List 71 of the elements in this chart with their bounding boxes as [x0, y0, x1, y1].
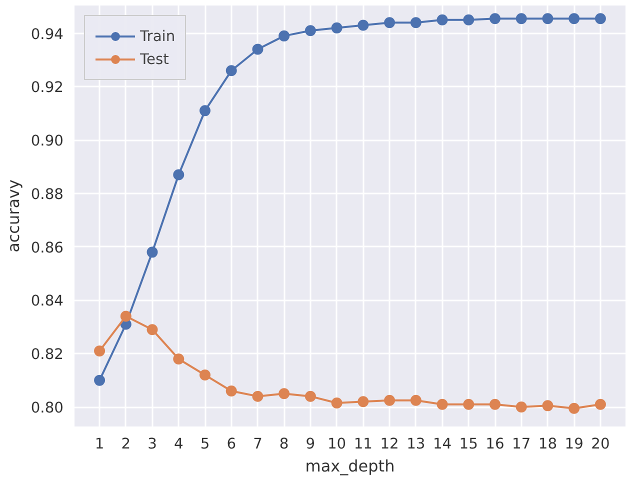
point: [490, 398, 500, 410]
point: [490, 13, 500, 24]
point: [463, 14, 474, 26]
x-tick-label: 4: [174, 436, 184, 452]
point: [542, 400, 554, 412]
x-tick-label: 19: [564, 436, 584, 452]
x-tick-label: 8: [279, 436, 289, 452]
point: [542, 13, 554, 24]
x-tick-label: 11: [354, 436, 373, 452]
y-tick-label: 0.80: [30, 400, 64, 417]
x-tick-label: 5: [200, 436, 210, 452]
point: [94, 374, 106, 386]
point: [304, 390, 316, 402]
point: [358, 20, 369, 31]
point: [384, 394, 396, 406]
x-tick-label: 18: [538, 436, 558, 452]
x-tick-label: 6: [226, 436, 236, 452]
y-tick-label: 0.92: [30, 79, 64, 96]
y-tick-label: 0.90: [30, 132, 64, 150]
y-tick-label: 0.88: [30, 186, 64, 203]
point: [226, 65, 237, 76]
x-tick-label: 1: [94, 436, 104, 452]
point: [568, 13, 580, 24]
point: [304, 25, 316, 36]
y-tick-label: 0.82: [30, 346, 64, 364]
point: [358, 396, 369, 408]
point: [410, 394, 422, 406]
y-tick-label: 0.86: [30, 239, 64, 256]
x-tick-label: 12: [380, 436, 399, 452]
x-tick-label: 16: [486, 436, 504, 452]
point: [463, 398, 474, 410]
point: [516, 13, 527, 24]
legend-label: Test: [140, 50, 169, 68]
point: [226, 386, 237, 396]
x-tick-label: 10: [327, 436, 346, 452]
y-tick-label: 0.94: [30, 26, 64, 43]
point: [278, 388, 290, 400]
legend-label: Train: [140, 28, 176, 44]
x-axis-title: max_depth: [305, 456, 395, 476]
x-tick-label: 2: [121, 436, 131, 452]
point: [146, 246, 158, 258]
point: [331, 398, 342, 408]
x-tick-label: 14: [432, 436, 452, 452]
x-tick-label: 15: [459, 436, 478, 452]
x-tick-label: 9: [306, 436, 316, 452]
point: [252, 390, 264, 402]
point: [200, 105, 210, 116]
y-axis-title: accuravy: [4, 180, 23, 252]
x-tick-label: 3: [148, 436, 157, 452]
y-tick-label: 0.84: [30, 292, 64, 310]
point: [331, 22, 342, 34]
point: [173, 353, 184, 364]
point: [436, 398, 448, 410]
point: [146, 324, 158, 336]
point: [384, 17, 396, 28]
point: [594, 13, 606, 24]
point: [410, 17, 422, 28]
point: [516, 402, 527, 412]
point: [278, 30, 290, 42]
x-tick-label: 20: [591, 436, 610, 452]
point: [173, 169, 184, 180]
point: [436, 14, 448, 26]
point: [120, 310, 132, 322]
point: [594, 398, 606, 410]
point: [568, 402, 580, 414]
x-tick-label: 13: [406, 436, 426, 452]
point: [252, 44, 264, 55]
x-tick-label: 7: [253, 436, 262, 452]
point: [94, 345, 106, 356]
x-tick-label: 17: [512, 436, 531, 452]
point: [200, 369, 210, 380]
